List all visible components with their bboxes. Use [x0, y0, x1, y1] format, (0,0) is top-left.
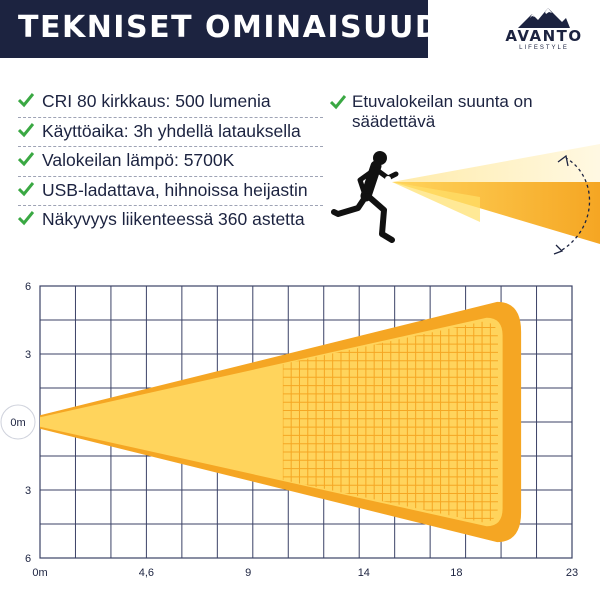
- title-bar: TEKNISET OMINAISUUDET: [0, 0, 484, 58]
- feature-text: Valokeilan lämpö: 5700K: [42, 150, 235, 170]
- upper-beam: [392, 144, 600, 182]
- x-tick-label: 4,6: [139, 567, 154, 579]
- feature-text: Näkyvyys liikenteessä 360 astetta: [42, 209, 305, 229]
- check-icon: [18, 211, 34, 226]
- origin-badge: [0, 404, 36, 440]
- x-tick-label: 18: [450, 567, 462, 579]
- beam-adjust-arrow-icon: [561, 157, 591, 251]
- runner-illustration: [331, 144, 600, 255]
- runner-icon: [331, 151, 399, 243]
- check-icon: [18, 122, 34, 137]
- x-tick-label: 14: [358, 567, 370, 579]
- beam-shape: [40, 301, 522, 543]
- feature-item: Näkyvyys liikenteessä 360 astetta: [18, 206, 323, 236]
- y-tick-label: 3: [25, 485, 31, 497]
- feature-text: USB-ladattava, hihnoissa heijastin: [42, 179, 308, 200]
- feature-text: CRI 80 kirkkaus: 500 lumenia: [42, 91, 271, 111]
- y-tick-label: 6: [25, 553, 31, 565]
- check-icon: [330, 95, 346, 110]
- beam-adjust-text: Etuvalokeilan suunta on säädettävä: [352, 92, 533, 131]
- feature-text: Käyttöaika: 3h yhdellä latauksella: [42, 120, 301, 141]
- lower-beam-highlight: [392, 182, 480, 222]
- feature-list: CRI 80 kirkkaus: 500 lumenia Käyttöaika:…: [18, 88, 323, 236]
- beam-inner: [40, 317, 503, 527]
- brand-tagline: LIFESTYLE: [519, 45, 569, 51]
- brand-logo: AVANTO LIFESTYLE: [498, 8, 590, 66]
- brand-name: AVANTO: [505, 27, 583, 45]
- x-tick-label: 9: [245, 567, 251, 579]
- arrow-head-bottom-icon: [553, 244, 564, 255]
- feature-item: USB-ladattava, hihnoissa heijastin: [18, 177, 323, 206]
- origin-label: 0m: [10, 417, 25, 429]
- check-icon: [18, 181, 34, 196]
- y-tick-label: 6: [25, 281, 31, 293]
- mountain-logo-icon: [518, 8, 570, 28]
- feature-item: CRI 80 kirkkaus: 500 lumenia: [18, 88, 323, 118]
- check-icon: [18, 152, 34, 167]
- check-icon: [18, 93, 34, 108]
- feature-item: Valokeilan lämpö: 5700K: [18, 147, 323, 177]
- x-tick-label: 0m: [32, 567, 47, 579]
- x-tick-label: 23: [566, 567, 578, 579]
- y-tick-label: 3: [25, 349, 31, 361]
- arrow-head-top-icon: [557, 154, 569, 167]
- page-title: TEKNISET OMINAISUUDET: [18, 10, 486, 45]
- feature-item: Käyttöaika: 3h yhdellä latauksella: [18, 118, 323, 147]
